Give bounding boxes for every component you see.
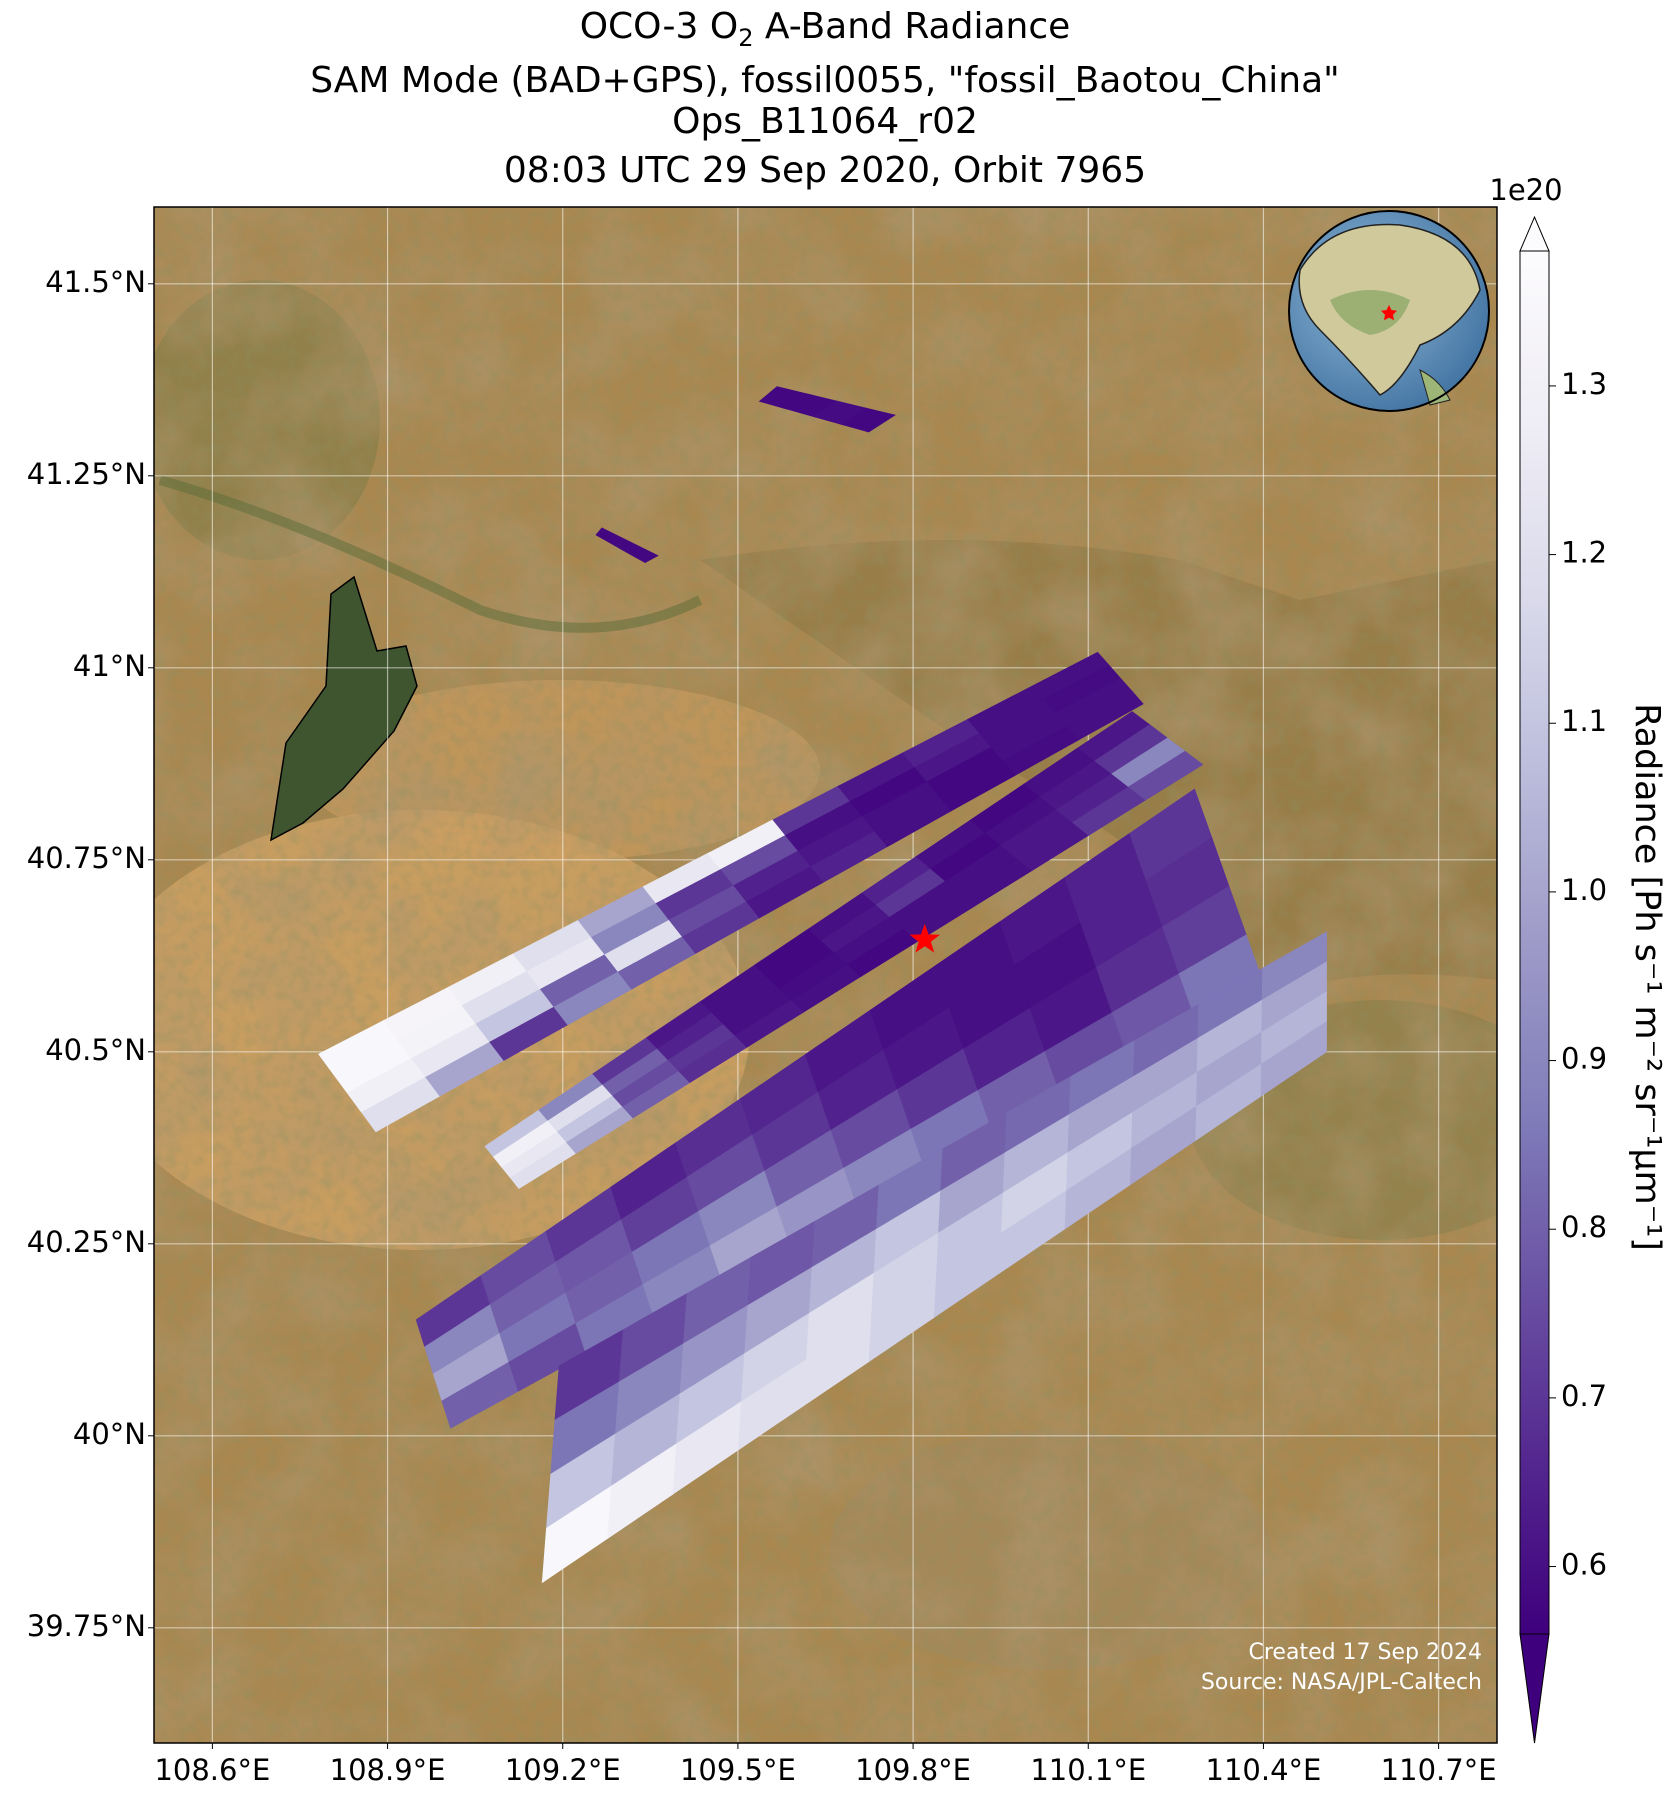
x-tick-label: 108.6°E: [154, 1753, 270, 1787]
markers: [909, 923, 940, 953]
footer-text: Created 17 Sep 2024: [1249, 1640, 1483, 1665]
colorbar-tick-label: 0.6: [1561, 1548, 1607, 1582]
x-tick-label: 110.4°E: [1206, 1753, 1322, 1787]
colorbar-label: Radiance [Ph s⁻¹ m⁻² sr⁻¹μm⁻¹]: [1627, 703, 1667, 1251]
title-subscript: 2: [738, 24, 753, 52]
swath-cell: [840, 407, 897, 433]
y-tick-label: 41.25°N: [27, 457, 146, 491]
colorbar-extend: [1519, 1633, 1550, 1744]
y-tick-label: 40.25°N: [27, 1225, 146, 1259]
colorbar-ramp: [1520, 251, 1549, 1634]
y-tick-label: 40.75°N: [27, 841, 146, 875]
title-line: 08:03 UTC 29 Sep 2020, Orbit 7965: [504, 150, 1146, 191]
colorbar: 0.6 0.7 0.8 0.9 1.0 1.1 1.2 1.3: [1519, 215, 1607, 1744]
lake: [270, 575, 418, 842]
title-part: A-Band Radiance: [753, 6, 1070, 47]
target-marker: [909, 923, 940, 953]
map-frame: [153, 206, 1498, 1744]
swath-cell: [1260, 1021, 1327, 1097]
colorbar-tick-label: 0.9: [1561, 1042, 1607, 1076]
swath-cell: [1066, 690, 1144, 741]
globe-land: [1330, 290, 1410, 335]
title-line: OCO-3 O2 A-Band Radiance: [580, 6, 1071, 52]
river-valley: [158, 475, 703, 633]
colorbar-tick-label: 0.8: [1561, 1210, 1607, 1244]
colorbar-tick-label: 1.0: [1561, 873, 1607, 907]
colorbar-offset: 1e20: [1489, 173, 1562, 207]
x-tick-label: 109.8°E: [855, 1753, 971, 1787]
title-line: Ops_B11064_r02: [672, 101, 978, 142]
x-tick-label: 108.9°E: [330, 1753, 446, 1787]
x-tick-label: 109.2°E: [505, 1753, 621, 1787]
x-tick-label: 110.1°E: [1030, 1753, 1146, 1787]
y-tick-label: 39.75°N: [27, 1609, 146, 1643]
title-line: SAM Mode (BAD+GPS), fossil0055, "fossil_…: [310, 60, 1339, 101]
globe-outline: [1288, 210, 1490, 412]
colorbar-frame: [1519, 250, 1550, 1635]
y-tick-label: 40°N: [73, 1417, 146, 1451]
title-part: OCO-3 O: [580, 6, 738, 47]
y-tick-label: 41.5°N: [45, 265, 146, 299]
swath-cell: [619, 541, 659, 564]
y-tick-label: 40.5°N: [45, 1033, 146, 1067]
x-tick-label: 110.7°E: [1381, 1753, 1497, 1787]
globe-target: [1381, 305, 1397, 321]
swaths: [318, 386, 1327, 1584]
colorbar-tick-label: 0.7: [1561, 1379, 1607, 1413]
colorbar-tick-label: 1.2: [1561, 536, 1607, 570]
colorbar-extend: [1519, 215, 1550, 252]
colorbar-tick-label: 1.3: [1561, 367, 1607, 401]
x-tick-label: 109.5°E: [680, 1753, 796, 1787]
inset-globe: [1288, 210, 1490, 412]
y-tick-label: 41°N: [73, 649, 146, 683]
swath-cell: [1128, 750, 1204, 801]
colorbar-tick-label: 1.1: [1561, 704, 1607, 738]
footer-text: Source: NASA/JPL-Caltech: [1201, 1670, 1482, 1695]
